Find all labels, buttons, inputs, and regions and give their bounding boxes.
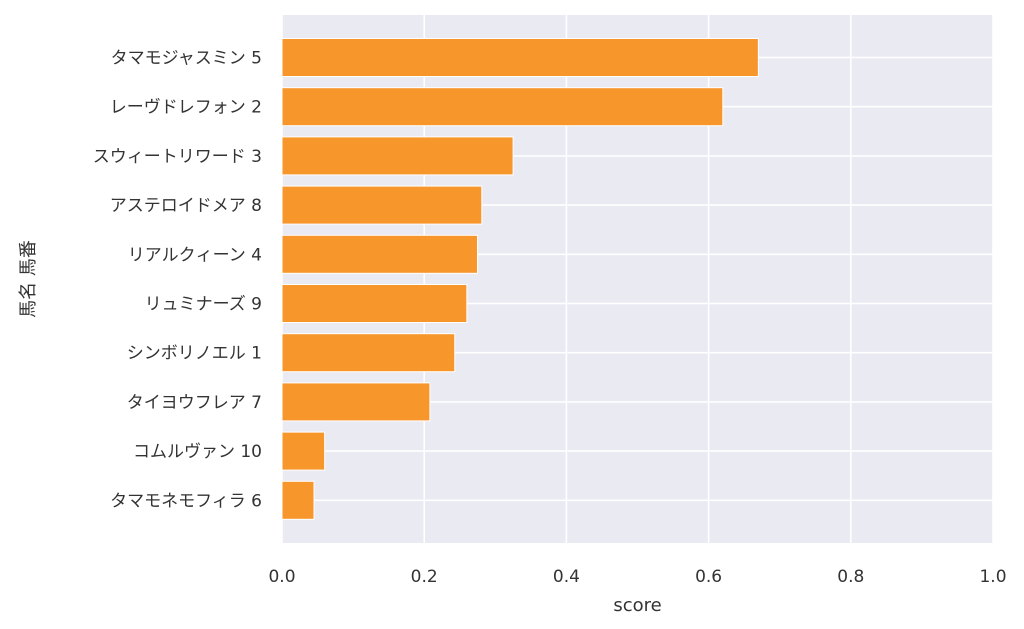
x-tick-label: 0.4 [553, 567, 580, 587]
y-category-label: リュミナーズ 9 [145, 295, 262, 315]
bar [281, 480, 315, 520]
bar [281, 431, 326, 471]
bar [281, 382, 431, 422]
y-category-label: アステロイドメア 8 [110, 196, 262, 216]
bar [281, 136, 514, 176]
bar [281, 234, 479, 274]
x-tick-label: 1.0 [979, 567, 1006, 587]
x-tick-label: 0.8 [837, 567, 864, 587]
y-category-label: タマモジャスミン 5 [111, 49, 262, 69]
x-tick-label: 0.2 [411, 567, 438, 587]
bar [281, 333, 456, 373]
bar [281, 38, 759, 77]
x-tick-labels: 0.0 0.2 0.4 0.6 0.8 1.0 [268, 567, 1006, 587]
x-tick-label: 0.0 [268, 567, 295, 587]
bar [281, 185, 483, 225]
x-tick-label: 0.6 [695, 567, 722, 587]
x-axis-title: score [613, 595, 661, 616]
y-category-labels: タマモジャスミン 5 レーヴドレフォン 2 スウィートリワード 3 アステロイドメア … [93, 49, 262, 512]
y-category-label: リアルクィーン 4 [128, 245, 262, 265]
bar [281, 87, 724, 127]
bars [281, 38, 759, 520]
y-category-label: タイヨウフレア 7 [127, 393, 262, 413]
y-category-label: レーヴドレフォン 2 [110, 98, 262, 118]
y-category-label: タマモネモフィラ 6 [110, 491, 262, 511]
y-category-label: シンボリノエル 1 [127, 344, 262, 364]
bar [281, 284, 468, 323]
y-category-label: スウィートリワード 3 [93, 147, 262, 167]
y-axis-title: 馬名 馬番 [18, 240, 39, 318]
y-category-label: コムルヴァン 10 [133, 442, 262, 462]
